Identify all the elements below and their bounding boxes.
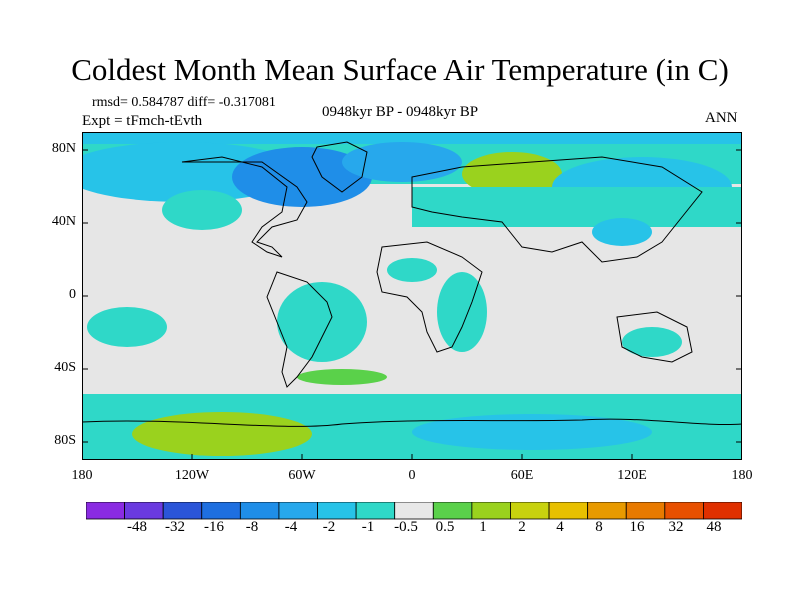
colorbar-swatch bbox=[355, 502, 396, 520]
map-title: Coldest Month Mean Surface Air Temperatu… bbox=[71, 52, 729, 87]
colorbar bbox=[86, 502, 742, 520]
colorbar-label: 0.5 bbox=[435, 519, 455, 535]
field-patches bbox=[82, 132, 742, 460]
colorbar-swatch bbox=[664, 502, 704, 520]
colorbar-swatch bbox=[510, 502, 550, 520]
colorbar-label: -48 bbox=[127, 519, 147, 535]
lon-label: 180 bbox=[731, 468, 753, 483]
lat-label: 40N bbox=[51, 214, 76, 229]
diff-value: diff= -0.317081 bbox=[187, 95, 276, 110]
lon-label: 180 bbox=[71, 468, 93, 483]
colorbar-label: -2 bbox=[322, 519, 336, 535]
colorbar-swatch bbox=[432, 502, 473, 520]
colorbar-label: 4 bbox=[556, 519, 564, 535]
colorbar-label: 48 bbox=[706, 519, 722, 535]
colorbar-label: -4 bbox=[284, 519, 298, 535]
lon-label: 0 bbox=[408, 468, 416, 483]
colorbar-swatch bbox=[162, 502, 203, 520]
colorbar-label: 32 bbox=[668, 519, 684, 535]
lat-label: 80S bbox=[54, 433, 76, 448]
colorbar-swatch bbox=[86, 502, 125, 520]
colorbar-swatch bbox=[703, 502, 742, 520]
lon-label: 120W bbox=[174, 468, 210, 483]
stats-line: rmsd= 0.584787 diff= -0.317081 bbox=[92, 95, 276, 111]
rmsd-value: rmsd= 0.584787 bbox=[92, 95, 184, 110]
colorbar-label: 2 bbox=[518, 519, 526, 535]
lon-label: 60E bbox=[510, 468, 534, 483]
season-label: ANN bbox=[705, 110, 738, 126]
colorbar-swatch bbox=[625, 502, 666, 520]
colorbar-label: -16 bbox=[204, 519, 224, 535]
colorbar-label: -32 bbox=[165, 519, 185, 535]
colorbar-label: -0.5 bbox=[394, 519, 418, 535]
colorbar-swatch bbox=[394, 502, 434, 520]
colorbar-swatch bbox=[587, 502, 627, 520]
lat-label: 80N bbox=[51, 141, 76, 156]
lat-label: 0 bbox=[69, 287, 76, 302]
colorbar-label: -1 bbox=[361, 519, 375, 535]
colorbar-swatch bbox=[471, 502, 511, 520]
colorbar-label: 8 bbox=[595, 519, 603, 535]
period-label: 0948kyr BP - 0948kyr BP bbox=[322, 104, 479, 120]
colorbar-swatch bbox=[278, 502, 318, 520]
colorbar-swatch bbox=[317, 502, 357, 520]
colorbar-swatch bbox=[239, 502, 280, 520]
experiment-label: Expt = tFmch-tEvth bbox=[82, 113, 203, 129]
coastlines bbox=[82, 141, 742, 427]
colorbar-label: 16 bbox=[629, 519, 645, 535]
lat-label: 40S bbox=[54, 360, 76, 375]
colorbar-swatch bbox=[124, 502, 164, 520]
colorbar-swatch bbox=[548, 502, 589, 520]
map-frame bbox=[82, 132, 742, 460]
temperature-map bbox=[82, 132, 742, 460]
colorbar-swatch bbox=[201, 502, 241, 520]
colorbar-label: 1 bbox=[479, 519, 487, 535]
lon-label: 120E bbox=[617, 468, 647, 483]
lon-label: 60W bbox=[288, 468, 316, 483]
colorbar-label: -8 bbox=[245, 519, 259, 535]
